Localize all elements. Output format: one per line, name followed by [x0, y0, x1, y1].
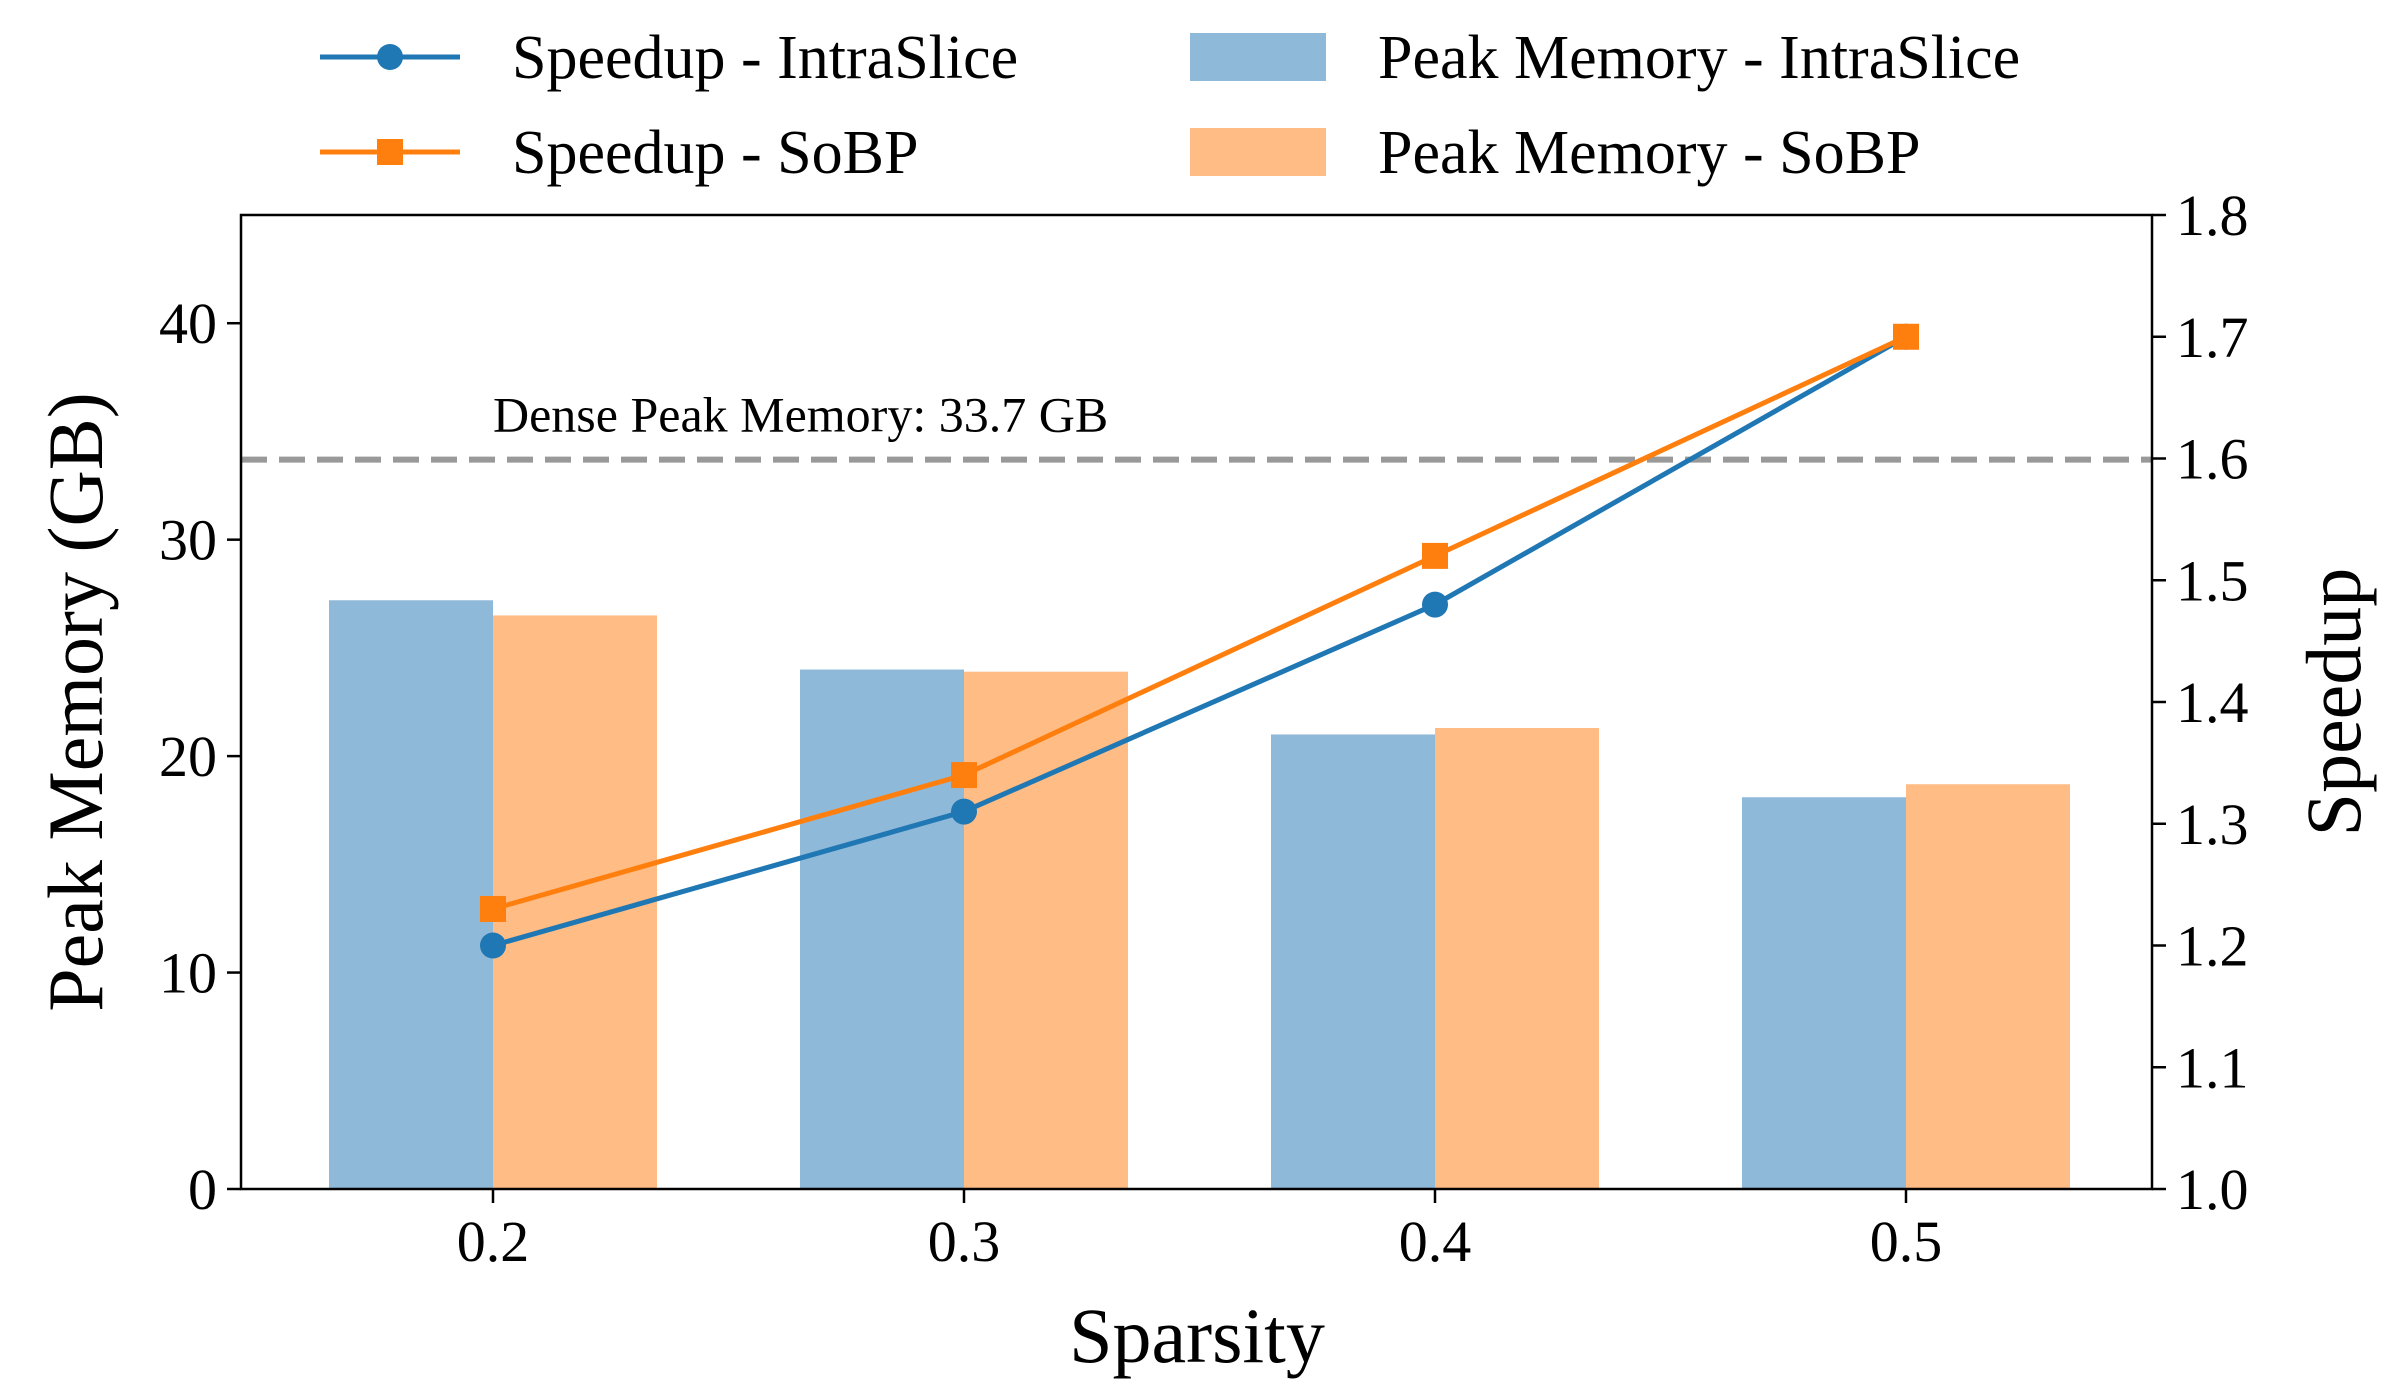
- y2-tick-label: 1.8: [2176, 183, 2249, 248]
- dense-peak-memory-label: Dense Peak Memory: 33.7 GB: [493, 387, 1108, 443]
- bar-memory-sobp-0.5: [1906, 784, 2070, 1189]
- y2-tick-label: 1.4: [2176, 670, 2249, 735]
- y-tick-label: 40: [159, 291, 217, 356]
- y2-tick-label: 1.1: [2176, 1035, 2249, 1100]
- x-tick-label: 0.2: [457, 1209, 530, 1274]
- bar-memory-sobp-0.3: [964, 671, 1128, 1189]
- y-axis-ticks: 0 10 20 30 40: [159, 291, 241, 1222]
- marker-speedup-sobp-0.3: [951, 762, 977, 789]
- y-tick-label: 20: [159, 724, 217, 789]
- line-speedup-intraslice: [492, 334, 1908, 948]
- y2-tick-label: 1.5: [2176, 548, 2249, 613]
- y-axis-label: Peak Memory (GB): [32, 392, 119, 1012]
- y-tick-label: 0: [188, 1157, 217, 1222]
- marker-speedup-sobp-0.5: [1893, 323, 1919, 350]
- legend-label-memory-intraslice: Peak Memory - IntraSlice: [1378, 24, 2020, 92]
- legend: Speedup - IntraSlice Speedup - SoBP Peak…: [320, 24, 2020, 187]
- lines-layer: [480, 323, 1919, 959]
- legend-label-speedup-sobp: Speedup - SoBP: [512, 119, 918, 187]
- marker-speedup-intraslice-0.4: [1422, 591, 1448, 618]
- y2-axis-ticks: 1.0 1.1 1.2 1.3 1.4 1.5 1.6 1.7 1.8: [2152, 183, 2249, 1222]
- legend-label-speedup-intraslice: Speedup - IntraSlice: [512, 24, 1018, 92]
- legend-marker-speedup-sobp: [377, 139, 403, 165]
- bar-memory-intraslice-0.3: [800, 669, 964, 1189]
- marker-speedup-sobp-0.4: [1422, 542, 1448, 569]
- legend-label-memory-sobp: Peak Memory - SoBP: [1378, 119, 1921, 187]
- y2-tick-label: 1.7: [2176, 305, 2249, 370]
- y-tick-label: 30: [159, 508, 217, 573]
- x-tick-label: 0.3: [928, 1209, 1001, 1274]
- reference-line-layer: Dense Peak Memory: 33.7 GB: [241, 387, 2152, 463]
- bar-memory-intraslice-0.2: [329, 600, 493, 1189]
- y2-tick-label: 1.2: [2176, 914, 2249, 979]
- legend-swatch-memory-sobp: [1190, 128, 1326, 176]
- marker-speedup-intraslice-0.2: [480, 932, 506, 959]
- marker-speedup-sobp-0.2: [480, 895, 506, 922]
- marker-speedup-intraslice-0.3: [951, 798, 977, 825]
- y2-tick-label: 1.3: [2176, 792, 2249, 857]
- legend-marker-speedup-intraslice: [377, 44, 403, 70]
- y2-tick-label: 1.0: [2176, 1157, 2249, 1222]
- x-axis-label: Sparsity: [1069, 1292, 1325, 1379]
- legend-swatch-memory-intraslice: [1190, 33, 1326, 81]
- y-tick-label: 10: [159, 941, 217, 1006]
- y2-tick-label: 1.6: [2176, 427, 2249, 492]
- bars-layer: [329, 600, 2070, 1189]
- bar-memory-intraslice-0.4: [1271, 734, 1435, 1189]
- x-tick-label: 0.5: [1870, 1209, 1943, 1274]
- y2-axis-label: Speedup: [2290, 568, 2377, 837]
- x-axis-ticks: 0.2 0.3 0.4 0.5: [457, 1189, 1943, 1274]
- bar-memory-sobp-0.4: [1435, 727, 1599, 1189]
- x-tick-label: 0.4: [1399, 1209, 1472, 1274]
- bar-memory-intraslice-0.5: [1742, 797, 1906, 1189]
- line-speedup-sobp: [492, 334, 1908, 912]
